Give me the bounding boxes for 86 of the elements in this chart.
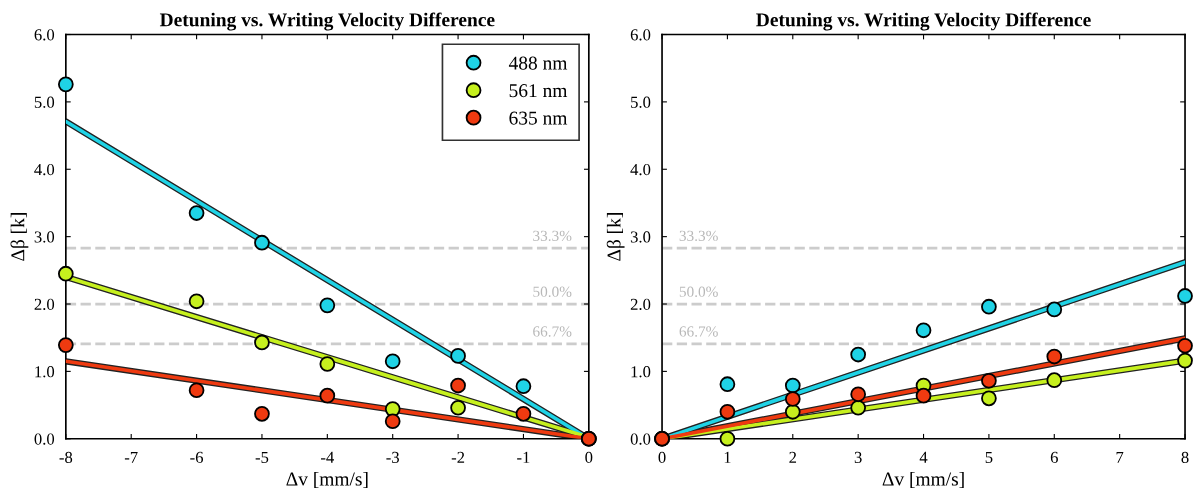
point (850, 386, 867, 403)
point (1177, 352, 1193, 369)
point (1046, 301, 1063, 318)
point (450, 377, 466, 394)
point (57, 337, 74, 353)
x-tick-label: 5 (985, 451, 993, 463)
x-tick-label: 8 (1181, 451, 1189, 463)
x-tick-label: 1 (724, 451, 731, 463)
y-tick-label: 3.0 (630, 231, 651, 243)
annotation: 50.0% (533, 286, 572, 297)
x-tick-label: -2 (451, 451, 465, 463)
y-tick-label: 4.0 (34, 163, 55, 176)
x-tick-label: 3 (854, 451, 862, 463)
legend-label: 488 nm (508, 56, 568, 70)
y-tick-label: 4.0 (630, 163, 651, 176)
x-tick-label: 0 (658, 451, 666, 463)
x-tick-label: -7 (124, 451, 138, 463)
point (1177, 337, 1193, 354)
annotation: 50.0% (679, 286, 718, 297)
y-tick-label: 0.0 (34, 433, 55, 445)
x-tick-label: 7 (1116, 451, 1124, 463)
point (254, 334, 270, 351)
x-tick-label: -5 (255, 451, 269, 463)
y-tick-label: 0.0 (630, 433, 651, 445)
point (981, 372, 997, 389)
point (981, 390, 997, 407)
y-tick-label: 5.0 (34, 96, 55, 108)
point (515, 378, 532, 395)
point (719, 376, 736, 393)
x-tick-label: 4 (919, 451, 928, 463)
annotation: 33.3% (533, 230, 572, 242)
y-axis-title: Δβ [k] (606, 213, 625, 261)
x-tick-label: 0 (585, 451, 593, 463)
legend-label: 635 nm (509, 111, 568, 125)
y-tick-label: 3.0 (34, 231, 55, 243)
annotation: 66.7% (679, 326, 718, 337)
point (784, 377, 801, 394)
point (1046, 348, 1063, 365)
y-tick-label: 6.0 (34, 29, 55, 41)
x-tick-label: -8 (59, 451, 73, 463)
point (254, 405, 270, 422)
y-tick-label: 6.0 (630, 29, 651, 41)
point (450, 399, 466, 416)
point (319, 297, 336, 314)
x-tick-label: 2 (789, 451, 797, 463)
point (915, 322, 932, 339)
y-axis-title: Δβ [k] (10, 213, 29, 261)
point (719, 403, 736, 420)
point (319, 387, 336, 404)
y-tick-label: 2.0 (34, 298, 55, 311)
point (719, 430, 736, 447)
legend-label: 561 nm (509, 84, 568, 98)
point (784, 403, 801, 420)
point (981, 298, 997, 315)
point (515, 405, 532, 422)
point (254, 234, 270, 251)
point (450, 348, 466, 364)
point (915, 387, 932, 404)
point (188, 382, 205, 399)
y-tick-label: 5.0 (631, 96, 651, 108)
x-tick-label: -6 (190, 451, 204, 463)
annotation: 33.3% (679, 230, 718, 242)
point (784, 391, 801, 407)
point (384, 353, 401, 370)
x-tick-label: 6 (1050, 451, 1058, 463)
chart-title: Detuning vs. Writing Velocity Difference (756, 12, 1091, 31)
y-tick-label: 1.0 (631, 366, 651, 378)
x-axis-title: Δv [mm/s] (882, 471, 964, 489)
x-tick-label: -3 (386, 451, 399, 463)
y-tick-label: 2.0 (630, 298, 651, 311)
point (57, 76, 74, 93)
x-tick-label: -4 (321, 451, 335, 463)
point (1177, 288, 1193, 304)
y-tick-label: 1.0 (35, 366, 55, 378)
annotation: 66.7% (533, 326, 572, 337)
point (188, 205, 205, 221)
point (1046, 372, 1063, 389)
point (188, 293, 205, 310)
point (384, 413, 401, 430)
point (850, 346, 867, 363)
point (57, 265, 74, 282)
point (850, 399, 867, 416)
x-axis-title: Δv [mm/s] (286, 471, 368, 489)
point (319, 356, 336, 372)
x-tick-label: -1 (517, 451, 530, 463)
chart-title: Detuning vs. Writing Velocity Difference (159, 12, 495, 31)
